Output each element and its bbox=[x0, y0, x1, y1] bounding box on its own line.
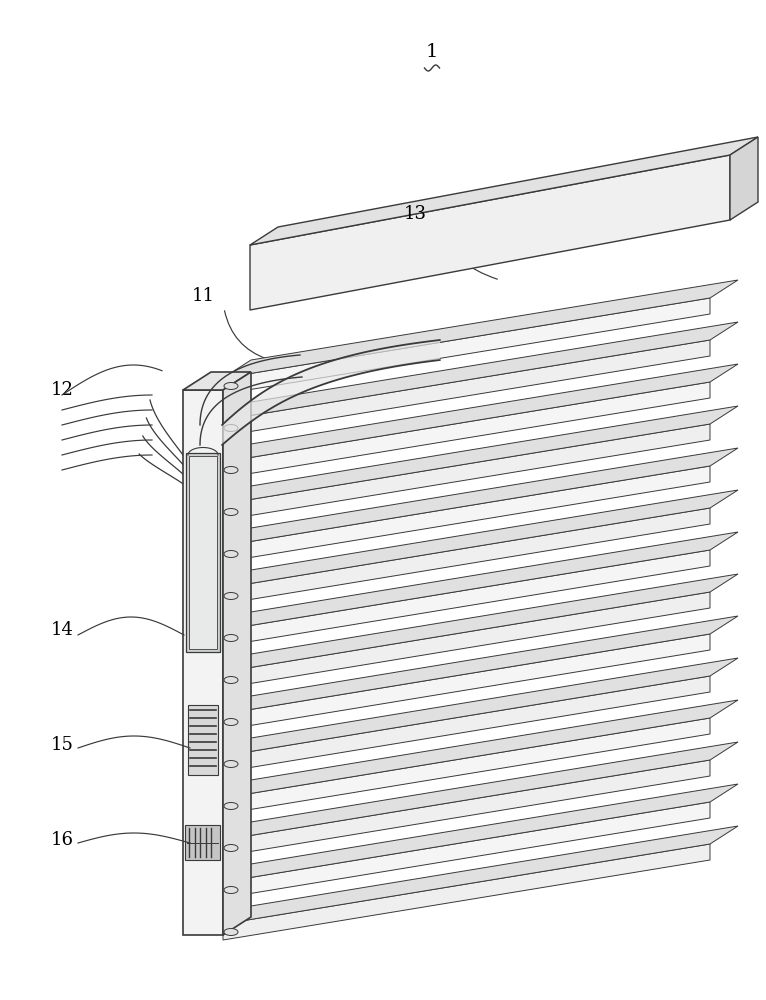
Polygon shape bbox=[183, 372, 251, 390]
Polygon shape bbox=[222, 340, 440, 445]
Polygon shape bbox=[185, 825, 220, 860]
Text: 11: 11 bbox=[192, 287, 215, 305]
Ellipse shape bbox=[224, 466, 238, 474]
Ellipse shape bbox=[224, 760, 238, 768]
Polygon shape bbox=[223, 448, 738, 546]
Polygon shape bbox=[223, 280, 738, 378]
Polygon shape bbox=[223, 784, 738, 882]
Text: 13: 13 bbox=[404, 205, 427, 223]
Polygon shape bbox=[189, 456, 217, 649]
Polygon shape bbox=[223, 676, 710, 772]
Polygon shape bbox=[223, 634, 710, 730]
Polygon shape bbox=[223, 322, 738, 420]
Text: 1: 1 bbox=[426, 43, 438, 61]
Ellipse shape bbox=[224, 886, 238, 894]
Polygon shape bbox=[223, 700, 738, 798]
Ellipse shape bbox=[224, 676, 238, 684]
Polygon shape bbox=[250, 137, 758, 245]
Polygon shape bbox=[223, 550, 710, 646]
Polygon shape bbox=[188, 705, 218, 775]
Ellipse shape bbox=[224, 844, 238, 852]
Polygon shape bbox=[223, 372, 251, 935]
Polygon shape bbox=[223, 658, 738, 756]
Polygon shape bbox=[730, 137, 758, 220]
Text: 15: 15 bbox=[51, 736, 74, 754]
Polygon shape bbox=[223, 802, 710, 898]
Polygon shape bbox=[223, 742, 738, 840]
Ellipse shape bbox=[224, 718, 238, 726]
Ellipse shape bbox=[224, 592, 238, 599]
Ellipse shape bbox=[224, 508, 238, 516]
Polygon shape bbox=[223, 760, 710, 856]
Ellipse shape bbox=[224, 928, 238, 936]
Text: 16: 16 bbox=[51, 831, 74, 849]
Polygon shape bbox=[223, 616, 738, 714]
Polygon shape bbox=[223, 718, 710, 814]
Ellipse shape bbox=[224, 424, 238, 432]
Polygon shape bbox=[223, 424, 710, 520]
Polygon shape bbox=[223, 406, 738, 504]
Ellipse shape bbox=[224, 550, 238, 558]
Polygon shape bbox=[183, 390, 223, 935]
Polygon shape bbox=[223, 844, 710, 940]
Polygon shape bbox=[223, 340, 710, 436]
Polygon shape bbox=[223, 574, 738, 672]
Polygon shape bbox=[223, 592, 710, 688]
Polygon shape bbox=[223, 490, 738, 588]
Polygon shape bbox=[186, 453, 220, 652]
Polygon shape bbox=[223, 508, 710, 604]
Ellipse shape bbox=[224, 382, 238, 389]
Ellipse shape bbox=[224, 635, 238, 642]
Text: 14: 14 bbox=[51, 621, 74, 639]
Polygon shape bbox=[223, 364, 738, 462]
Polygon shape bbox=[223, 466, 710, 562]
Polygon shape bbox=[223, 826, 738, 924]
Polygon shape bbox=[223, 382, 710, 478]
Polygon shape bbox=[250, 155, 730, 310]
Ellipse shape bbox=[224, 802, 238, 810]
Polygon shape bbox=[223, 532, 738, 630]
Text: 12: 12 bbox=[51, 381, 74, 399]
Polygon shape bbox=[223, 298, 710, 394]
